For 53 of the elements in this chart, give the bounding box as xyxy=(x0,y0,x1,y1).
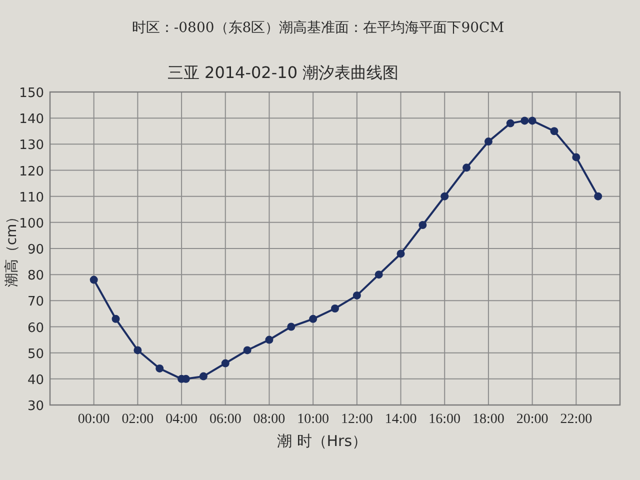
point xyxy=(506,119,514,128)
point xyxy=(440,192,449,200)
x-tick-label: 00:00 xyxy=(78,412,110,427)
x-tick-label: 20:00 xyxy=(516,412,548,427)
point xyxy=(484,138,492,146)
point xyxy=(265,336,274,344)
x-tick-label: 06:00 xyxy=(209,412,242,427)
point xyxy=(243,346,252,354)
point xyxy=(594,192,602,200)
y-tick-label: 140 xyxy=(19,112,44,128)
y-tick-label: 80 xyxy=(27,268,44,284)
point xyxy=(374,270,383,279)
y-tick-label: 60 xyxy=(27,320,44,336)
x-tick-label: 10:00 xyxy=(297,412,330,427)
y-tick-label: 130 xyxy=(19,138,44,154)
point xyxy=(528,116,536,125)
point xyxy=(462,164,471,172)
y-tick-label: 150 xyxy=(19,86,44,101)
point xyxy=(331,304,339,312)
x-tick-label: 12:00 xyxy=(340,412,373,427)
y-tick-label: 110 xyxy=(19,190,44,206)
point xyxy=(90,276,98,284)
y-tick-label: 50 xyxy=(27,346,44,362)
x-tick-label: 22:00 xyxy=(560,412,592,427)
y-tick-label: 100 xyxy=(19,216,44,232)
point xyxy=(134,346,142,354)
point xyxy=(572,153,580,162)
x-tick-label: 14:00 xyxy=(384,412,417,427)
x-tick-label: 02:00 xyxy=(122,412,154,427)
point xyxy=(221,359,230,368)
x-tick-label: 08:00 xyxy=(253,412,286,427)
y-axis-title: 潮高（cm） xyxy=(4,210,20,288)
point xyxy=(156,364,164,372)
point xyxy=(309,314,318,323)
y-tick-label: 120 xyxy=(19,164,44,180)
point xyxy=(396,250,405,258)
y-tick-label: 70 xyxy=(27,294,44,310)
point xyxy=(520,116,529,125)
x-tick-label: 18:00 xyxy=(472,412,504,427)
y-tick-label: 30 xyxy=(27,399,44,414)
point xyxy=(199,372,208,380)
point xyxy=(287,322,296,331)
point xyxy=(550,127,558,136)
x-axis-title: 潮 时（Hrs） xyxy=(276,432,368,450)
x-tick-label: 04:00 xyxy=(166,412,198,427)
chart-title: 三亚 2014-02-10 潮汐表曲线图 xyxy=(167,63,399,82)
point xyxy=(112,314,120,323)
point xyxy=(418,221,427,230)
chart-subtitle: 时区：-0800（东8区）潮高基准面：在平均海平面下90CM xyxy=(132,20,504,36)
y-tick-label: 40 xyxy=(27,372,44,388)
point xyxy=(352,291,361,300)
x-tick-label: 16:00 xyxy=(428,412,461,427)
y-tick-label: 90 xyxy=(27,242,44,258)
